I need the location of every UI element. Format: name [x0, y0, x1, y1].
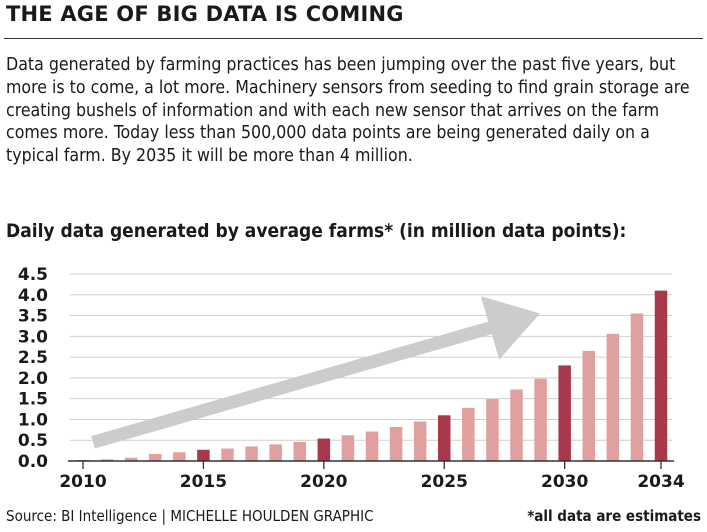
bar-2025 [438, 415, 451, 461]
bar-2026 [462, 407, 475, 461]
y-tick-label: 2.0 [18, 369, 48, 389]
intro-paragraph: Data generated by farming practices has … [6, 55, 690, 167]
bar-2031 [582, 350, 595, 461]
y-tick-label: 1.5 [18, 390, 48, 410]
x-tick-label: 2020 [300, 472, 347, 492]
y-tick-label: 4.0 [18, 286, 48, 306]
bar-2030 [558, 365, 571, 461]
y-tick-label: 0.0 [18, 452, 48, 472]
bar-2015 [197, 449, 210, 461]
headline-divider [4, 38, 703, 39]
y-tick-label: 3.5 [18, 307, 48, 327]
headline: THE AGE OF BIG DATA IS COMING [6, 2, 404, 26]
bar-2011 [100, 459, 114, 461]
bar-2020 [317, 438, 331, 461]
x-tick-label: 2030 [541, 472, 588, 492]
bar-2022 [365, 431, 379, 461]
bar-2034 [654, 290, 668, 461]
y-tick-label: 1.0 [18, 410, 48, 430]
bar-2033 [630, 313, 644, 461]
y-tick-label: 3.0 [18, 327, 48, 347]
x-tick-label: 2025 [421, 472, 468, 492]
bar-2019 [293, 441, 306, 461]
bar-2021 [341, 435, 355, 461]
bar-2017 [245, 446, 258, 461]
bar-2024 [413, 421, 427, 461]
bar-2032 [606, 333, 620, 461]
x-tick-label: 2034 [637, 472, 684, 492]
bar-2023 [389, 426, 403, 461]
y-tick-label: 0.5 [18, 431, 48, 451]
bar-2016 [221, 448, 234, 461]
bar-chart: 0.00.51.01.52.02.53.03.54.04.5 2010 2015 20… [18, 265, 685, 492]
bar-2013 [149, 453, 162, 461]
bar-2029 [534, 378, 547, 461]
estimates-footnote: *all data are estimates [527, 507, 701, 525]
bar-2018 [269, 444, 282, 461]
y-tick-label: 2.5 [18, 348, 48, 368]
bar-2014 [173, 452, 186, 461]
x-tick-label: 2015 [180, 472, 227, 492]
chart-title: Daily data generated by average farms* (… [6, 220, 627, 242]
bar-2012 [124, 457, 138, 461]
source-credit: Source: BI Intelligence | MICHELLE HOULD… [6, 507, 374, 525]
trend-arrow [91, 296, 540, 449]
bar-2028 [510, 389, 523, 461]
y-tick-label: 4.5 [18, 265, 48, 285]
bar-2027 [486, 399, 499, 461]
x-tick-label: 2010 [59, 472, 106, 492]
